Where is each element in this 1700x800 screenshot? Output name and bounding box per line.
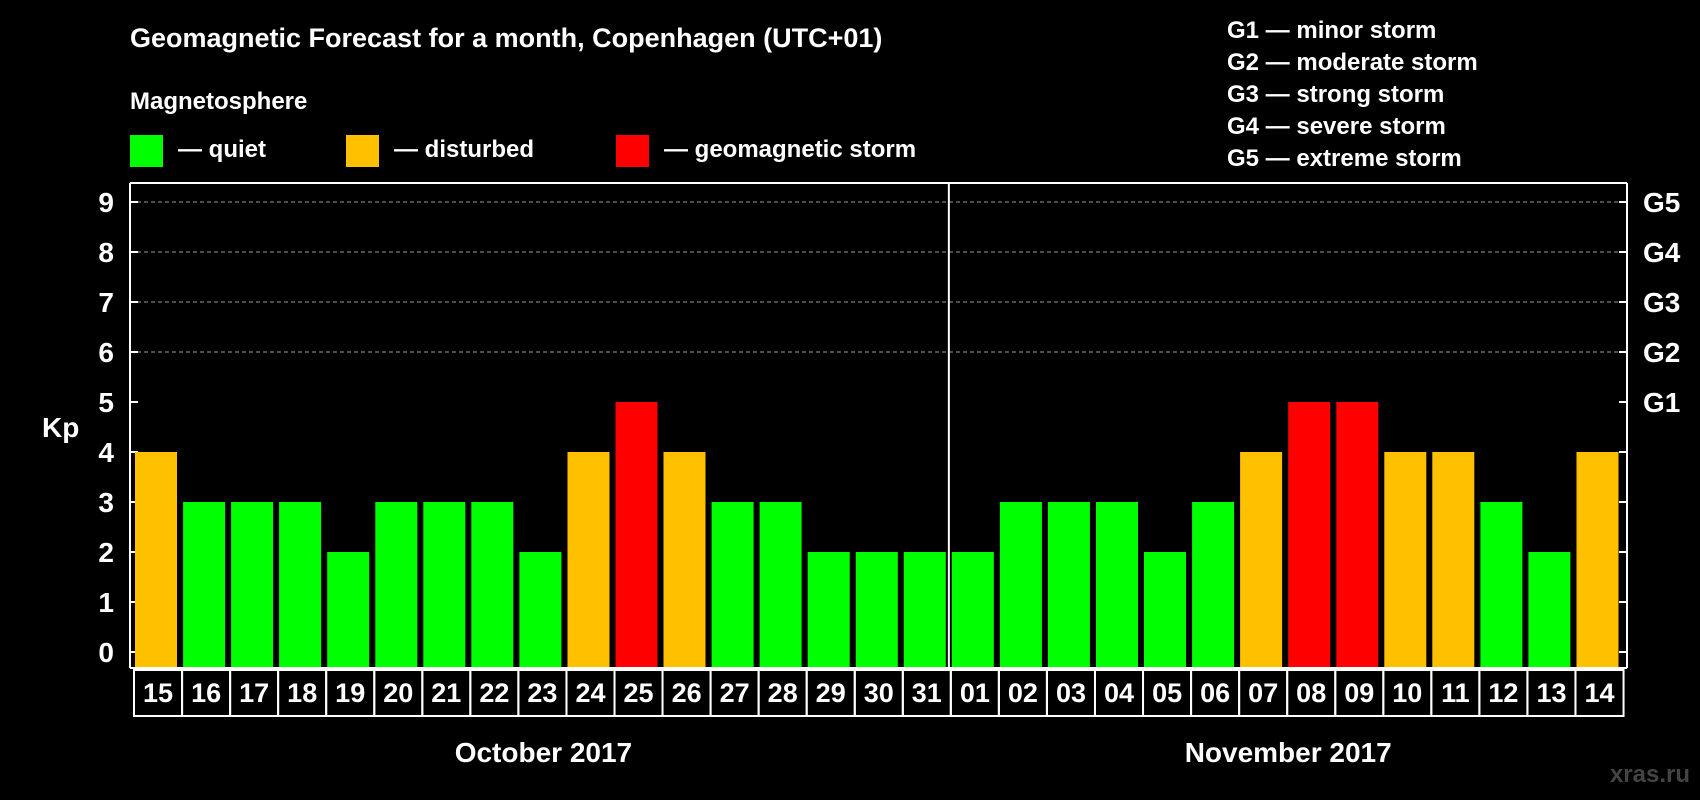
storm-scale-item: G5 — extreme storm	[1227, 145, 1462, 172]
bar	[471, 502, 514, 668]
bar	[1336, 402, 1379, 668]
bar	[1144, 552, 1186, 668]
bar	[279, 502, 322, 668]
bar	[231, 502, 274, 668]
y-tick-label: 2	[98, 537, 114, 568]
date-box	[1574, 669, 1625, 717]
x-tick-label: 09	[1344, 678, 1374, 708]
x-tick-label: 21	[431, 678, 461, 708]
legend-label: — geomagnetic storm	[664, 136, 916, 163]
month-label: October 2017	[455, 737, 632, 768]
bar	[1192, 502, 1235, 668]
bar	[183, 502, 226, 668]
x-tick-label: 16	[191, 678, 221, 708]
bar	[855, 552, 898, 668]
x-tick-label: 11	[1441, 678, 1470, 708]
x-tick-label: 28	[768, 678, 798, 708]
storm-scale-legend: G1 — minor storm G2 — moderate storm G3 — …	[1227, 17, 1478, 172]
bar	[615, 402, 658, 668]
x-tick-label: 25	[623, 678, 653, 708]
x-tick-label: 22	[479, 678, 509, 708]
x-tick-label: 04	[1104, 678, 1134, 708]
bar	[999, 502, 1042, 668]
bar	[1384, 452, 1427, 668]
bar	[423, 502, 466, 668]
legend-heading: Magnetosphere	[130, 88, 307, 115]
y-tick-label: 1	[98, 587, 114, 618]
bar	[759, 502, 802, 668]
storm-scale-item: G2 — moderate storm	[1227, 49, 1478, 76]
x-tick-label: 23	[527, 678, 557, 708]
x-tick-label: 01	[960, 678, 990, 708]
storm-scale-item: G4 — severe storm	[1227, 113, 1446, 140]
bar	[519, 552, 562, 668]
bar	[135, 452, 177, 668]
storm-scale-item: G3 — strong storm	[1227, 81, 1444, 108]
right-tick-label: G2	[1643, 337, 1680, 368]
bar	[1240, 452, 1283, 668]
x-tick-label: 02	[1008, 678, 1038, 708]
storm-scale-item: G1 — minor storm	[1227, 17, 1436, 44]
bar	[1480, 502, 1523, 668]
x-tick-label: 12	[1488, 678, 1518, 708]
x-tick-label: 18	[287, 678, 317, 708]
right-tick-label: G5	[1643, 187, 1680, 218]
y-tick-label: 6	[98, 337, 114, 368]
x-tick-label: 13	[1536, 678, 1566, 708]
y-tick-label: 9	[98, 187, 114, 218]
month-label: November 2017	[1185, 737, 1392, 768]
right-tick-label: G3	[1643, 287, 1680, 318]
y-tick-label: 8	[98, 237, 114, 268]
bar	[807, 552, 850, 668]
x-tick-label: 27	[720, 678, 750, 708]
legend: — quiet — disturbed — geomagnetic storm	[130, 135, 916, 167]
x-tick-label: 26	[672, 678, 702, 708]
x-tick-label: 17	[239, 678, 269, 708]
legend-swatch	[130, 135, 163, 167]
y-tick-label: 5	[98, 387, 114, 418]
x-tick-label: 15	[143, 678, 173, 708]
x-tick-label: 30	[864, 678, 894, 708]
bar	[903, 552, 946, 668]
x-tick-label: 07	[1248, 678, 1278, 708]
x-tick-label: 31	[912, 678, 942, 708]
y-axis-label: Kp	[42, 412, 79, 443]
y-tick-label: 0	[98, 637, 114, 668]
x-tick-label: 29	[816, 678, 846, 708]
legend-swatch	[346, 135, 379, 167]
y-tick-label: 3	[98, 487, 114, 518]
bar	[1096, 502, 1138, 668]
x-tick-label: 06	[1200, 678, 1230, 708]
legend-label: — disturbed	[394, 136, 534, 163]
x-tick-label: 14	[1584, 678, 1614, 708]
x-tick-label: 20	[383, 678, 413, 708]
x-tick-label: 24	[575, 678, 605, 708]
bar	[1288, 402, 1331, 668]
bar	[567, 452, 610, 668]
watermark: xras.ru	[1610, 761, 1690, 788]
bar	[951, 552, 994, 668]
y-tick-label: 7	[98, 287, 114, 318]
y-tick-label: 4	[98, 437, 114, 468]
bar	[1432, 452, 1475, 668]
legend-swatch	[616, 135, 649, 167]
x-tick-label: 05	[1152, 678, 1182, 708]
legend-label: — quiet	[178, 136, 266, 163]
x-tick-label: 03	[1056, 678, 1086, 708]
right-tick-label: G4	[1643, 237, 1681, 268]
bar	[1047, 502, 1090, 668]
right-tick-label: G1	[1643, 387, 1680, 418]
bar	[327, 552, 370, 668]
chart-title: Geomagnetic Forecast for a month, Copenh…	[130, 23, 882, 53]
bar	[663, 452, 706, 668]
x-tick-label: 19	[335, 678, 365, 708]
bar	[375, 502, 418, 668]
x-tick-label: 08	[1296, 678, 1326, 708]
x-tick-label: 10	[1392, 678, 1422, 708]
bar	[1528, 552, 1571, 668]
bar	[1576, 452, 1619, 668]
bar	[711, 502, 754, 668]
